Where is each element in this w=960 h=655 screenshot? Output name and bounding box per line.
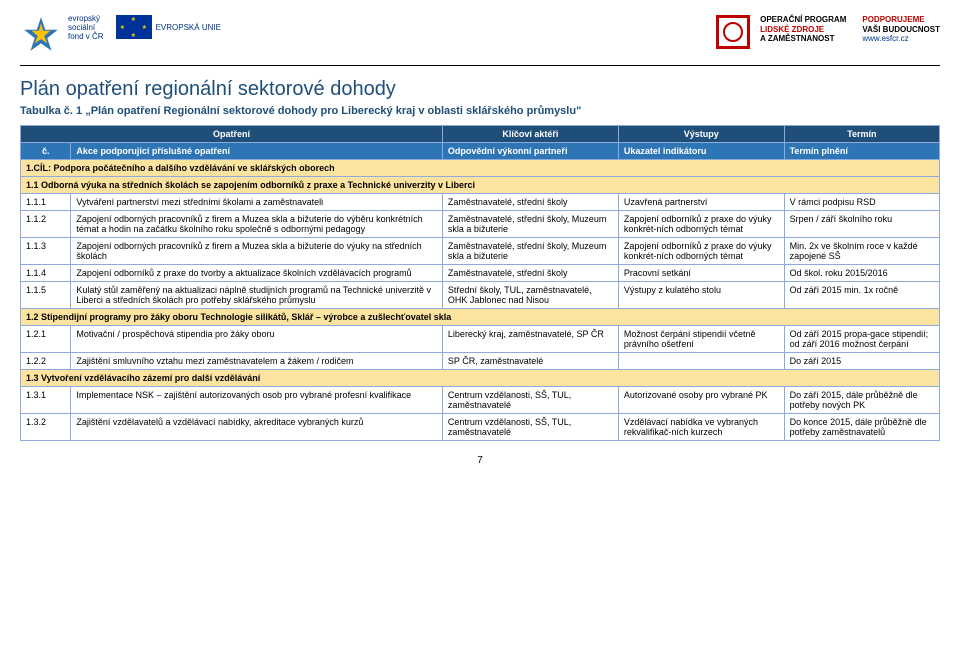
section-label: 1.CÍL: Podpora počátečního a dalšího vzd… [21, 160, 940, 177]
table-row: 1.2.2Zajištění smluvního vztahu mezi zam… [21, 353, 940, 370]
eu-block: ★★ ★★ EVROPSKÁ UNIE [116, 15, 221, 39]
cell-who: Zaměstnavatelé, střední školy, Muzeum sk… [442, 211, 618, 238]
cell-out: Vzdělávací nabídka ve vybraných rekvalif… [618, 414, 784, 441]
cell-action: Zajištění vzdělavatelů a vzdělávací nabí… [71, 414, 443, 441]
cell-out: Zapojení odborníků z praxe do výuky konk… [618, 211, 784, 238]
cell-num: 1.3.2 [21, 414, 71, 441]
hdr2-col-2: Odpovědní výkonní partneři [442, 143, 618, 160]
cell-out: Možnost čerpání stipendií včetně právníh… [618, 326, 784, 353]
section-label: 1.1 Odborná výuka na středních školách s… [21, 177, 940, 194]
cell-who: Zaměstnavatelé, střední školy [442, 265, 618, 282]
table-row: 1.3.1Implementace NSK – zajištění autori… [21, 387, 940, 414]
support-line-1: PODPORUJEME [862, 15, 940, 25]
section-row: 1.CÍL: Podpora počátečního a dalšího vzd… [21, 160, 940, 177]
cell-out: Autorizované osoby pro vybrané PK [618, 387, 784, 414]
section-row: 1.3 Vytvoření vzdělávacího zázemí pro da… [21, 370, 940, 387]
cell-who: Zaměstnavatelé, střední školy, Muzeum sk… [442, 238, 618, 265]
hdr1-col-4: Termín [784, 126, 939, 143]
plan-table: Opatření Klíčoví aktéři Výstupy Termín č… [20, 125, 940, 441]
hdr2-col-0: č. [21, 143, 71, 160]
page-number: 7 [20, 455, 940, 466]
cell-out: Pracovní setkání [618, 265, 784, 282]
hdr1-col-2: Klíčoví aktéři [442, 126, 618, 143]
logo-left-group: evropský sociální fond v ČR ★★ ★★ EVROPS… [20, 15, 221, 57]
support-line-2: VAŠI BUDOUCNOST [862, 25, 940, 35]
header: evropský sociální fond v ČR ★★ ★★ EVROPS… [20, 15, 940, 57]
cell-term: Do konce 2015, dále průběžně dle potřeby… [784, 414, 939, 441]
support-text: PODPORUJEME VAŠI BUDOUCNOST www.esfcr.cz [862, 15, 940, 44]
cell-term: Od září 2015 min. 1x ročně [784, 282, 939, 309]
table-row: 1.1.2Zapojení odborných pracovníků z fir… [21, 211, 940, 238]
cell-action: Kulatý stůl zaměřený na aktualizaci nápl… [71, 282, 443, 309]
table-header-1: Opatření Klíčoví aktéři Výstupy Termín [21, 126, 940, 143]
cell-who: Zaměstnavatelé, střední školy [442, 194, 618, 211]
header-divider [20, 65, 940, 66]
op-line-1: OPERAČNÍ PROGRAM [760, 15, 846, 25]
op-line-3: A ZAMĚSTNANOST [760, 34, 846, 44]
cell-num: 1.1.1 [21, 194, 71, 211]
cell-who: Centrum vzdělanosti, SŠ, TUL, zaměstnava… [442, 414, 618, 441]
cell-action: Zajištění smluvního vztahu mezi zaměstna… [71, 353, 443, 370]
esf-text: evropský sociální fond v ČR [68, 15, 104, 41]
table-row: 1.1.5Kulatý stůl zaměřený na aktualizaci… [21, 282, 940, 309]
page-subtitle: Tabulka č. 1 „Plán opatření Regionální s… [20, 105, 940, 117]
hdr2-col-4: Termín plnění [784, 143, 939, 160]
table-row: 1.3.2Zajištění vzdělavatelů a vzdělávací… [21, 414, 940, 441]
esf-line-3: fond v ČR [68, 33, 104, 42]
cell-num: 1.2.2 [21, 353, 71, 370]
cell-term: Srpen / září školního roku [784, 211, 939, 238]
hdr2-col-1: Akce podporující příslušné opatření [71, 143, 443, 160]
hdr1-col-3: Výstupy [618, 126, 784, 143]
cell-out: Zapojení odborníků z praxe do výuky konk… [618, 238, 784, 265]
cell-out: Uzavřená partnerství [618, 194, 784, 211]
cell-num: 1.3.1 [21, 387, 71, 414]
cell-out [618, 353, 784, 370]
cell-who: Střední školy, TUL, zaměstnavatelé, OHK … [442, 282, 618, 309]
esfcr-link[interactable]: www.esfcr.cz [862, 34, 908, 43]
section-row: 1.1 Odborná výuka na středních školách s… [21, 177, 940, 194]
cell-num: 1.1.2 [21, 211, 71, 238]
table-header-2: č. Akce podporující příslušné opatření O… [21, 143, 940, 160]
section-label: 1.3 Vytvoření vzdělávacího zázemí pro da… [21, 370, 940, 387]
op-text-block: OPERAČNÍ PROGRAM LIDSKÉ ZDROJE A ZAMĚSTN… [760, 15, 846, 44]
section-label: 1.2 Stipendijní programy pro žáky oboru … [21, 309, 940, 326]
logo-right-group: OPERAČNÍ PROGRAM LIDSKÉ ZDROJE A ZAMĚSTN… [716, 15, 940, 49]
cell-action: Implementace NSK – zajištění autorizovan… [71, 387, 443, 414]
table-row: 1.1.1Vytváření partnerství mezi středním… [21, 194, 940, 211]
cell-who: SP ČR, zaměstnavatelé [442, 353, 618, 370]
cell-term: Min. 2x ve školním roce v každé zapojené… [784, 238, 939, 265]
op-badge-icon [716, 15, 750, 49]
section-row: 1.2 Stipendijní programy pro žáky oboru … [21, 309, 940, 326]
table-row: 1.1.3Zapojení odborných pracovníků z fir… [21, 238, 940, 265]
eu-flag-icon: ★★ ★★ [116, 15, 152, 39]
cell-action: Motivační / prospěchová stipendia pro žá… [71, 326, 443, 353]
table-row: 1.2.1Motivační / prospěchová stipendia p… [21, 326, 940, 353]
cell-who: Liberecký kraj, zaměstnavatelé, SP ČR [442, 326, 618, 353]
cell-term: Do září 2015, dále průběžně dle potřeby … [784, 387, 939, 414]
cell-out: Výstupy z kulatého stolu [618, 282, 784, 309]
page-title: Plán opatření regionální sektorové dohod… [20, 78, 940, 101]
cell-who: Centrum vzdělanosti, SŠ, TUL, zaměstnava… [442, 387, 618, 414]
cell-action: Zapojení odborných pracovníků z firem a … [71, 211, 443, 238]
esf-star-icon [20, 15, 62, 57]
cell-num: 1.1.3 [21, 238, 71, 265]
hdr2-col-3: Ukazatel indikátoru [618, 143, 784, 160]
cell-term: Od září 2015 propa-gace stipendií; od zá… [784, 326, 939, 353]
cell-num: 1.2.1 [21, 326, 71, 353]
page: evropský sociální fond v ČR ★★ ★★ EVROPS… [0, 0, 960, 481]
cell-num: 1.1.5 [21, 282, 71, 309]
hdr1-col-1: Opatření [21, 126, 443, 143]
cell-action: Zapojení odborných pracovníků z firem a … [71, 238, 443, 265]
cell-action: Vytváření partnerství mezi středními ško… [71, 194, 443, 211]
cell-action: Zapojení odborníků z praxe do tvorby a a… [71, 265, 443, 282]
cell-term: V rámci podpisu RSD [784, 194, 939, 211]
table-row: 1.1.4Zapojení odborníků z praxe do tvorb… [21, 265, 940, 282]
op-line-2: LIDSKÉ ZDROJE [760, 25, 846, 35]
eu-label: EVROPSKÁ UNIE [156, 23, 221, 32]
cell-num: 1.1.4 [21, 265, 71, 282]
cell-term: Do září 2015 [784, 353, 939, 370]
cell-term: Od škol. roku 2015/2016 [784, 265, 939, 282]
